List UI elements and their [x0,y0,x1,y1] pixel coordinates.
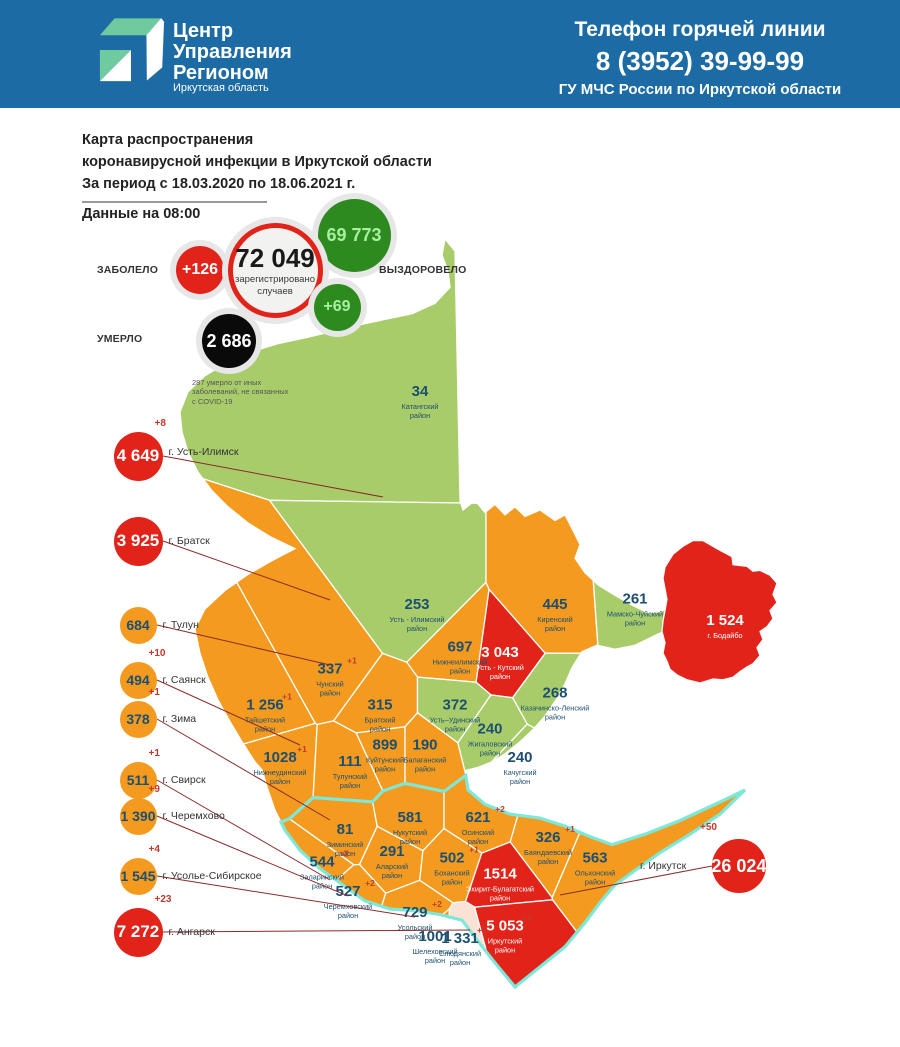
svg-text:Регионом: Регионом [173,62,269,84]
svg-text:Центр: Центр [173,20,233,42]
svg-text:Управления: Управления [173,41,292,63]
